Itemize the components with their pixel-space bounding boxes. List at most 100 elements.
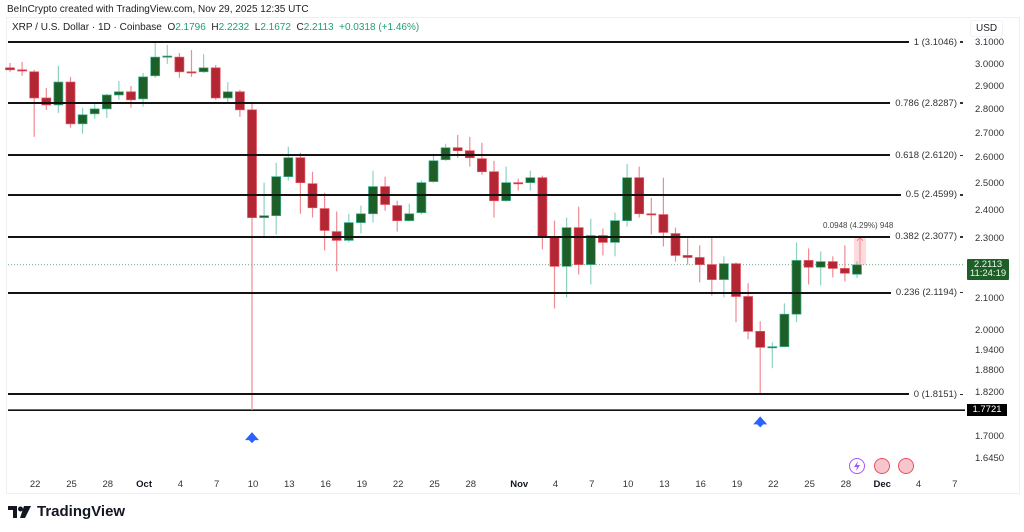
candle-down <box>646 213 657 216</box>
fib-line[interactable] <box>8 41 909 44</box>
price-tick-label: 1.9400 <box>975 344 1005 356</box>
buy-arrow-icon <box>753 416 768 428</box>
candle-up <box>610 220 620 243</box>
candle-up <box>815 261 826 268</box>
candle-down <box>464 150 475 159</box>
price-tick-label: 2.5000 <box>975 178 1005 190</box>
candle-down <box>41 97 52 106</box>
candle-down <box>477 158 487 173</box>
candle-down <box>247 109 257 218</box>
fib-line[interactable] <box>8 102 891 105</box>
fib-level[interactable]: 1 (3.1046) <box>8 36 963 48</box>
fib-line[interactable] <box>8 193 901 196</box>
time-tick-label: 4 <box>552 479 559 490</box>
candle-up <box>101 94 112 110</box>
candle-up <box>440 147 451 161</box>
fib-label: 0.786 (2.8287) <box>895 97 957 109</box>
candle-down <box>803 260 814 268</box>
candle-down <box>186 71 197 74</box>
measure-arrowhead <box>856 237 864 242</box>
open-value: 2.1796 <box>175 22 206 33</box>
time-tick-label: 13 <box>284 479 295 490</box>
fib-line[interactable] <box>8 291 891 294</box>
bar-countdown: 11:24:19 <box>969 268 1007 280</box>
candle-up <box>525 177 536 183</box>
time-tick-label: 28 <box>840 479 852 490</box>
candle-down <box>755 331 766 348</box>
current-price-value: 2.2113 <box>973 258 1003 270</box>
symbol-label[interactable]: XRP / U.S. Dollar · 1D · Coinbase <box>12 22 162 33</box>
fib-level[interactable]: 0.618 (2.6120) <box>8 149 963 161</box>
chart-frame <box>6 17 1020 494</box>
time-tick-label: 19 <box>731 479 743 490</box>
candle-down <box>235 91 245 111</box>
candle-up <box>622 177 632 222</box>
candle-up <box>501 182 511 202</box>
fib-tick <box>960 393 963 396</box>
time-tick-label: 7 <box>589 479 595 490</box>
candle-down <box>29 71 40 99</box>
candle-down <box>5 67 15 71</box>
brand-name: TradingView <box>37 503 126 520</box>
candle-up <box>138 76 148 100</box>
time-tick-label: 25 <box>429 479 440 490</box>
time-tick-label: 16 <box>320 479 331 490</box>
candle-up <box>150 56 161 77</box>
fib-level[interactable]: 0.236 (2.1194) <box>8 287 963 299</box>
fib-level[interactable]: 0.5 (2.4599) <box>8 189 963 201</box>
close-value: 2.2113 <box>303 22 334 33</box>
price-tick-label: 2.1000 <box>975 292 1005 304</box>
fib-level[interactable]: 0 (1.8151) <box>8 388 963 400</box>
fib-line[interactable] <box>8 235 891 238</box>
price-tick-label: 2.4000 <box>975 205 1005 217</box>
change-value: +0.0318 (+1.46%) <box>339 22 420 33</box>
fib-label: 0.5 (2.4599) <box>905 189 957 201</box>
candle-up <box>259 215 269 218</box>
fib-label: 0 (1.8151) <box>913 388 957 400</box>
fib-tick <box>960 236 963 238</box>
fib-tick <box>960 41 963 43</box>
time-tick-label: 4 <box>177 479 184 490</box>
time-tick-label: 22 <box>392 479 404 490</box>
candle-down <box>513 182 524 185</box>
tradingview-logo-icon <box>8 505 31 518</box>
candle-up <box>283 157 294 177</box>
fib-label: 0.618 (2.6120) <box>895 149 957 161</box>
candle-up <box>114 91 124 96</box>
attribution: BeInCrypto created with TradingView.com,… <box>7 4 309 15</box>
fib-level[interactable]: 0.382 (2.3077) <box>8 231 963 243</box>
fib-line[interactable] <box>8 154 891 157</box>
us-flag-event-icon[interactable] <box>874 458 890 474</box>
price-tick-label: 2.7000 <box>975 127 1005 139</box>
time-tick-label: 22 <box>768 479 779 490</box>
time-tick-label: 7 <box>952 479 958 490</box>
time-tick-label: 7 <box>214 479 220 490</box>
time-tick-label: Oct <box>136 479 153 490</box>
currency-button[interactable]: USD <box>970 20 1004 37</box>
fib-level[interactable]: 0.786 (2.8287) <box>8 97 963 109</box>
candle-up <box>343 222 354 241</box>
candle-down <box>126 91 136 101</box>
time-tick-label: 22 <box>29 479 41 490</box>
buy-arrow-icon <box>245 432 259 444</box>
fib-line[interactable] <box>8 393 909 396</box>
candle-down <box>731 263 741 297</box>
time-tick-label: 13 <box>659 479 670 490</box>
tradingview-logo[interactable]: TradingView <box>8 503 125 520</box>
us-flag-event-icon[interactable] <box>898 458 914 474</box>
price-tick-label: 2.6000 <box>975 152 1005 164</box>
price-tick-label: 2.8000 <box>975 103 1005 115</box>
candle-down <box>174 56 185 73</box>
price-tick-label: 2.9000 <box>975 80 1005 92</box>
lightning-event-icon[interactable] <box>849 458 865 474</box>
candle-down <box>670 233 681 256</box>
fib-label: 0.236 (2.1194) <box>895 287 957 299</box>
fib-tick <box>960 291 963 294</box>
candle-down <box>573 227 584 265</box>
candle-down <box>694 257 705 265</box>
close-label: C <box>296 22 304 33</box>
price-tick-label: 1.6450 <box>975 452 1005 464</box>
candle-up <box>779 313 790 348</box>
fib-tick <box>960 154 963 157</box>
